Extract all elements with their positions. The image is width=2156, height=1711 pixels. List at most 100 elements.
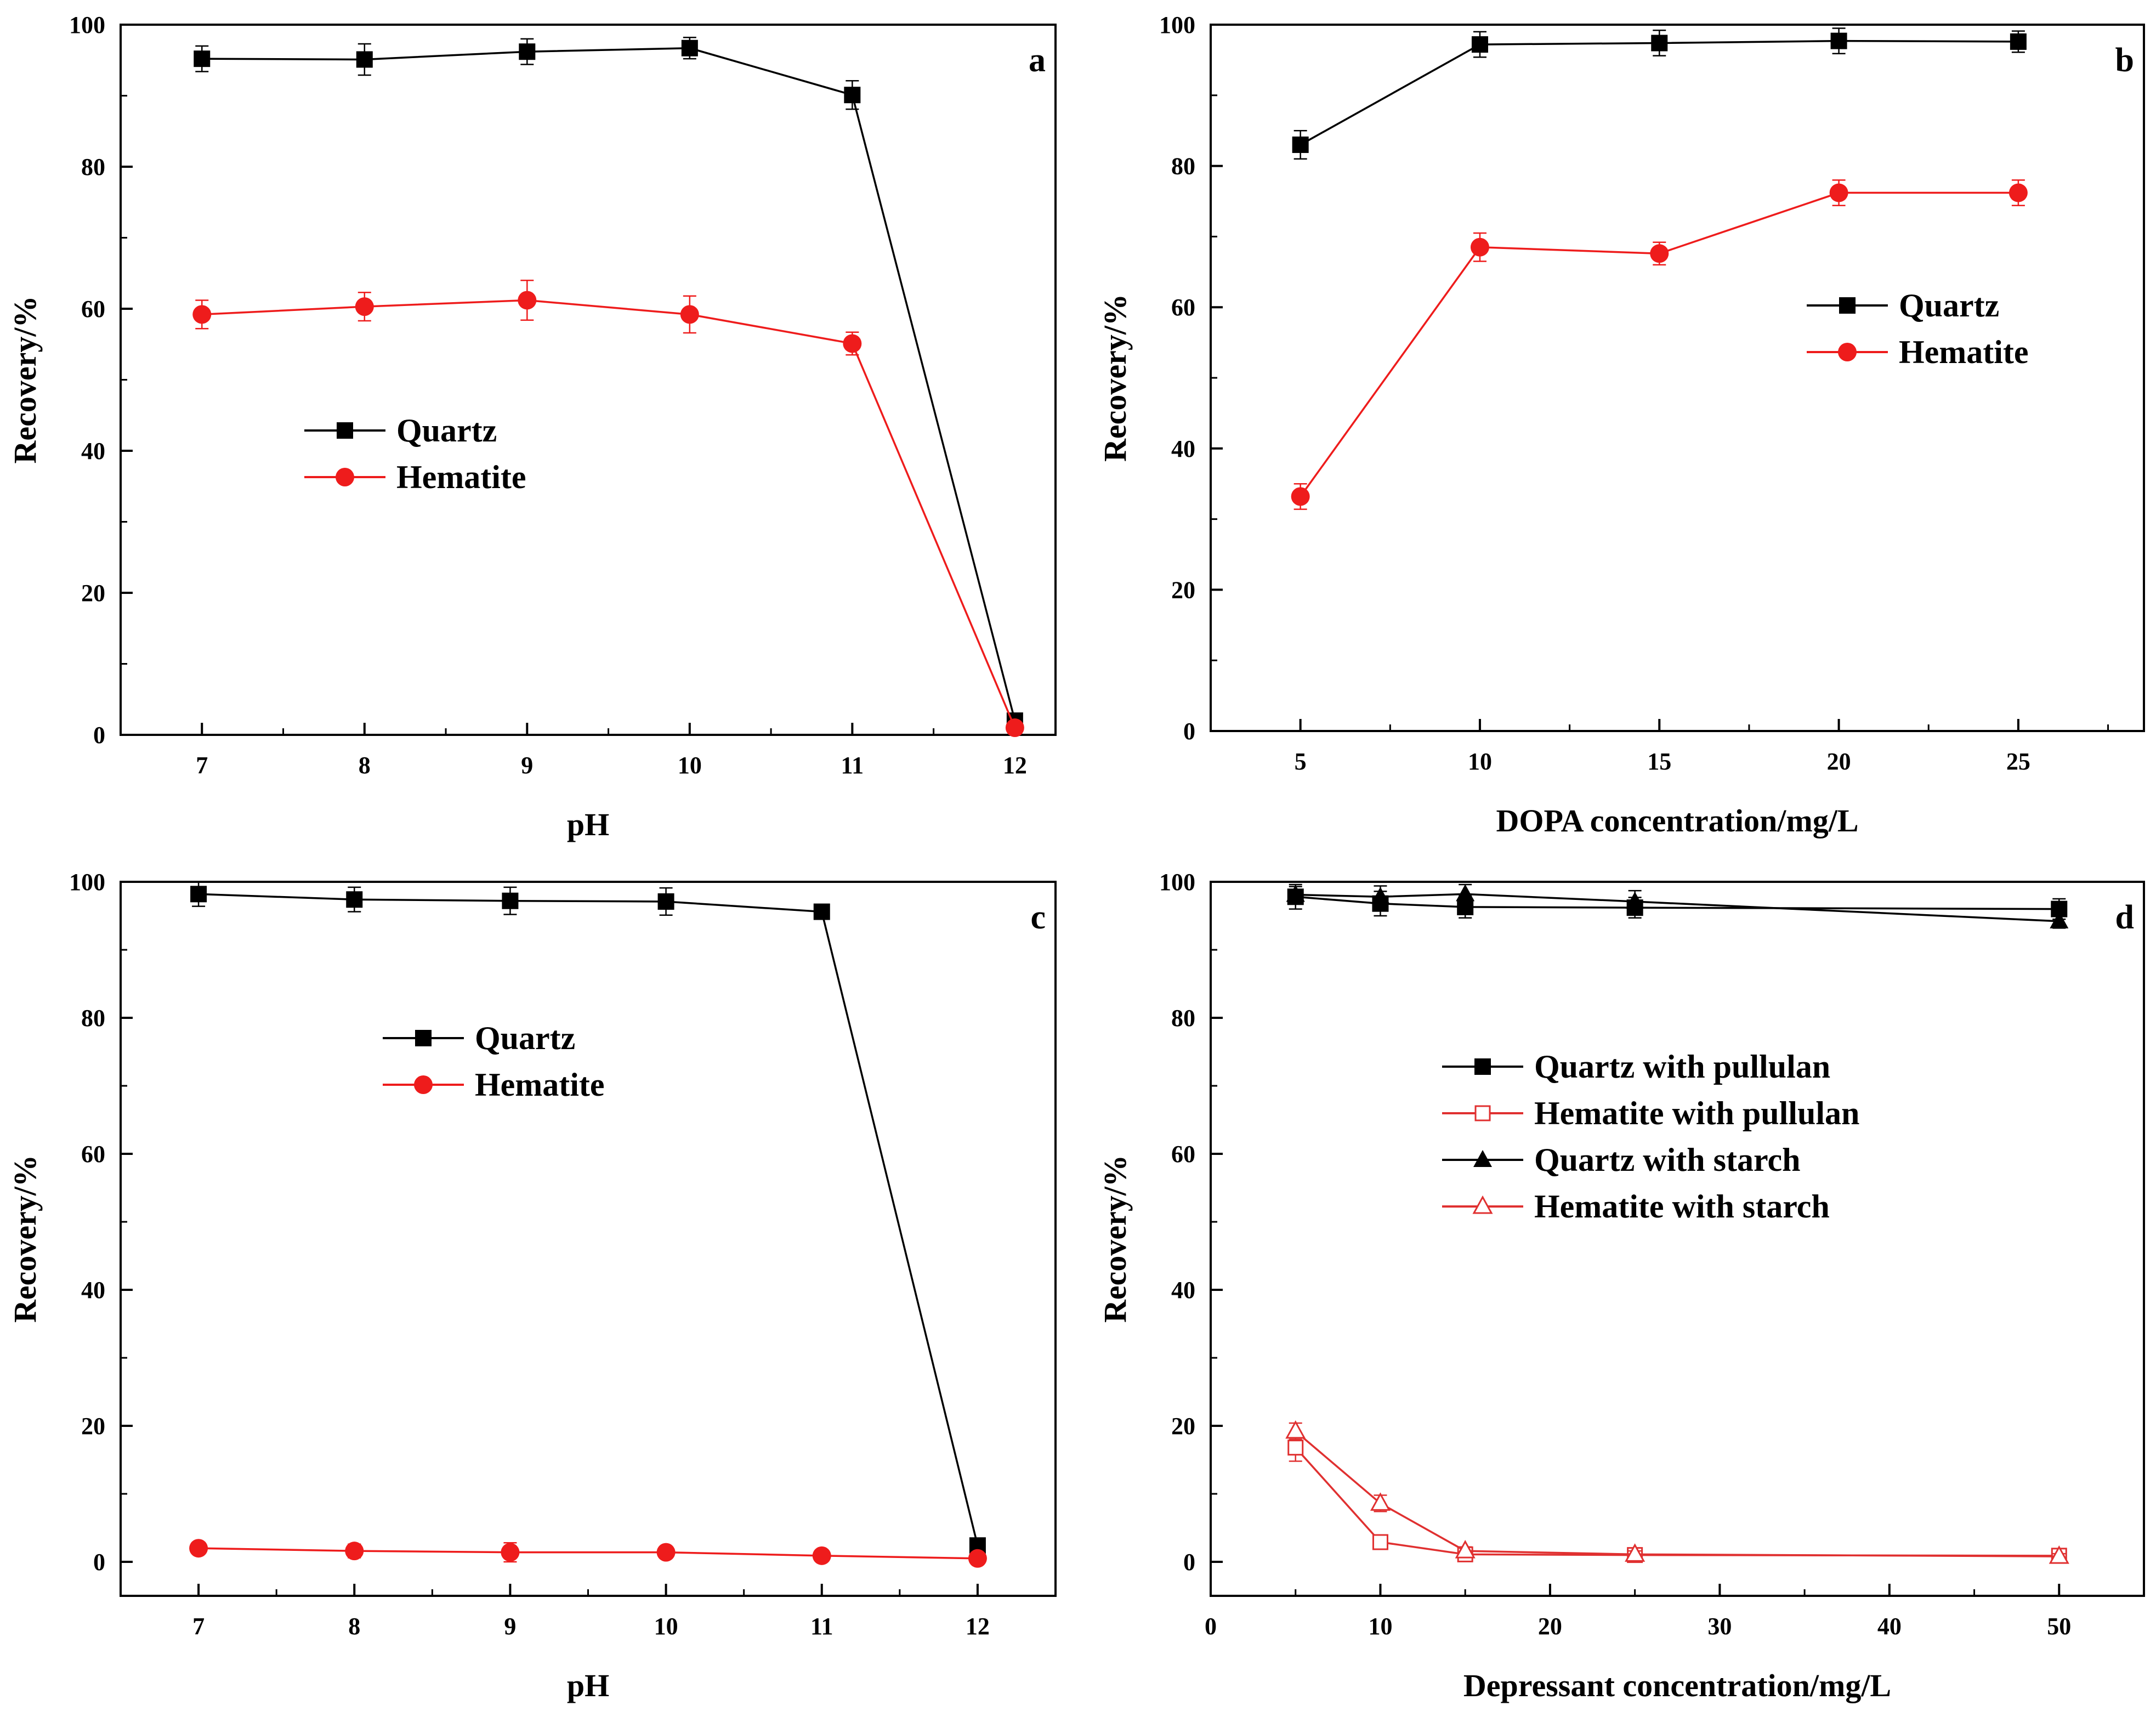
data-point <box>1455 1540 1476 1559</box>
data-point <box>1291 487 1310 506</box>
data-point <box>843 334 862 353</box>
y-tick-label: 80 <box>81 154 105 180</box>
x-tick-label: 12 <box>1003 752 1027 779</box>
data-point <box>656 1543 676 1562</box>
data-point <box>2009 183 2028 202</box>
data-point <box>355 297 374 316</box>
data-point <box>345 1542 364 1561</box>
y-tick-label: 20 <box>81 580 105 607</box>
y-tick-label: 20 <box>81 1413 105 1440</box>
panel-label: c <box>1030 899 1046 936</box>
x-tick-label: 9 <box>521 752 533 779</box>
data-point <box>1456 884 1475 902</box>
chart-panel-b: 5 10 15 20 25 0 20 40 60 80 100 DOPA concentration/… <box>1097 12 2145 838</box>
data-point <box>844 87 861 104</box>
legend-label: Quartz with pullulan <box>1534 1049 1830 1085</box>
y-tick-label: 0 <box>1183 1549 1195 1576</box>
legend: Quartz Hematite <box>304 412 526 495</box>
data-point <box>1371 887 1390 904</box>
legend-marker <box>1474 1058 1491 1075</box>
y-tick-label: 100 <box>1159 869 1195 896</box>
data-point <box>1285 1420 1306 1439</box>
chart-panel-d: 0 10 20 30 40 50 0 20 40 60 80 100 Depressant concen… <box>1097 869 2145 1703</box>
series-line <box>1300 39 2018 146</box>
series-line <box>1295 1430 2059 1557</box>
legend-label: Quartz <box>1899 287 1999 324</box>
x-tick-label: 9 <box>504 1613 516 1640</box>
legend-marker <box>1839 297 1856 314</box>
data-point <box>681 39 698 56</box>
legend: Quartz Hematite <box>383 1020 605 1103</box>
legend-label: Hematite with pullulan <box>1534 1095 1859 1131</box>
series-quartz-with-pullulan <box>1287 883 2068 920</box>
data-point <box>1372 1534 1388 1550</box>
data-point <box>501 1543 520 1562</box>
y-tick-label: 40 <box>1171 435 1195 462</box>
x-tick-label: 7 <box>196 752 208 779</box>
data-point <box>1471 36 1488 53</box>
data-point <box>1286 885 1305 902</box>
y-tick-label: 40 <box>81 438 105 464</box>
y-tick-label: 80 <box>1171 1005 1195 1032</box>
data-point <box>189 1539 208 1558</box>
series-line <box>1295 1447 2059 1557</box>
panel-label: d <box>2115 899 2134 936</box>
x-tick-label: 12 <box>966 1613 990 1640</box>
legend-label: Quartz with starch <box>1534 1142 1801 1178</box>
legend-label: Hematite <box>396 459 526 495</box>
x-tick-label: 50 <box>2047 1613 2071 1640</box>
chart-panel-c: 7 8 9 10 11 12 0 20 40 60 80 100 pH Recovery/% c Quartz… <box>7 869 1057 1703</box>
x-tick-label: 20 <box>1827 748 1851 775</box>
series-line <box>202 47 1016 721</box>
y-tick-label: 0 <box>1183 718 1195 745</box>
y-tick-label: 0 <box>93 1549 105 1576</box>
x-tick-label: 11 <box>810 1613 833 1640</box>
series-line <box>202 299 1016 728</box>
y-axis-title: Recovery/% <box>1097 1155 1133 1323</box>
y-tick-label: 20 <box>1171 576 1195 603</box>
y-tick-label: 20 <box>1171 1413 1195 1440</box>
x-axis-title: pH <box>567 1668 609 1703</box>
data-point <box>968 1549 987 1568</box>
legend-label: Hematite <box>1899 334 2029 370</box>
legend-marker <box>414 1075 433 1094</box>
x-tick-label: 5 <box>1295 748 1307 775</box>
legend-label: Hematite <box>475 1067 605 1103</box>
y-tick-label: 100 <box>69 869 105 896</box>
y-axis-title: Recovery/% <box>7 1155 43 1323</box>
data-point <box>1292 136 1309 153</box>
series-line <box>198 1547 978 1560</box>
data-point <box>813 903 830 920</box>
data-point <box>680 305 699 324</box>
data-point <box>502 892 519 909</box>
plot-frame <box>1210 24 2145 732</box>
y-tick-label: 80 <box>1171 153 1195 180</box>
data-point <box>1287 1440 1304 1456</box>
x-tick-label: 10 <box>1368 1613 1392 1640</box>
series-hematite-with-starch <box>1285 1420 2069 1564</box>
series-hematite <box>192 279 1024 738</box>
data-point <box>1650 244 1669 263</box>
legend-label: Hematite with starch <box>1534 1188 1830 1225</box>
y-tick-label: 40 <box>81 1277 105 1304</box>
y-tick-label: 60 <box>81 296 105 322</box>
panel-label: b <box>2115 42 2134 79</box>
data-point <box>192 305 212 324</box>
series-hematite-with-pullulan <box>1287 1433 2067 1564</box>
y-tick-label: 100 <box>1159 12 1195 38</box>
data-point <box>1830 32 1847 49</box>
x-axis-title: DOPA concentration/mg/L <box>1496 803 1858 838</box>
x-tick-label: 30 <box>1707 1613 1732 1640</box>
series-quartz <box>194 37 1023 729</box>
plot-frame <box>120 881 1057 1597</box>
data-point <box>519 43 536 60</box>
legend-label: Quartz <box>475 1020 575 1056</box>
x-tick-label: 11 <box>841 752 864 779</box>
data-point <box>1370 1492 1391 1511</box>
data-point <box>356 51 373 68</box>
legend-label: Quartz <box>396 412 497 449</box>
legend-marker <box>337 422 353 439</box>
data-point <box>190 886 207 903</box>
y-tick-label: 60 <box>81 1141 105 1168</box>
